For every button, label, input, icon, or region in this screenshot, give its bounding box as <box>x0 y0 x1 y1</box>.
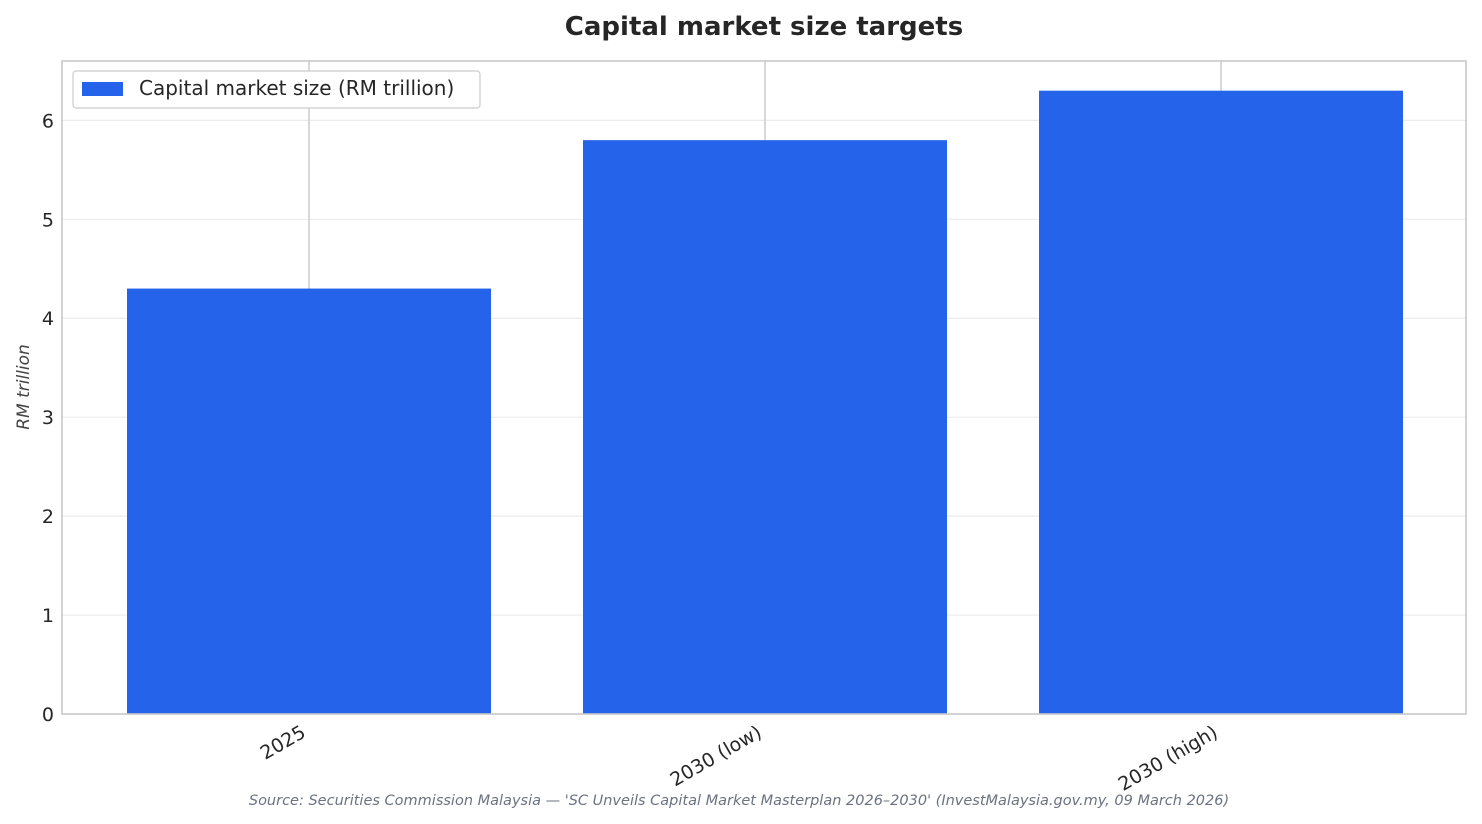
legend-label: Capital market size (RM trillion) <box>139 76 454 100</box>
bar <box>1039 90 1403 714</box>
bar <box>583 140 947 715</box>
x-axis-ticks: 2025 2030 (low) 2030 (high) <box>257 721 1222 795</box>
source-note: Source: Securities Commission Malaysia —… <box>249 793 1229 809</box>
y-tick-label: 5 <box>42 209 54 231</box>
y-tick-label: 3 <box>42 407 54 429</box>
y-tick-label: 4 <box>42 308 54 330</box>
x-tick-label: 2030 (low) <box>666 721 765 791</box>
x-tick-label: 2030 (high) <box>1115 721 1222 795</box>
y-tick-label: 0 <box>42 704 54 726</box>
plot-frame <box>61 60 1467 715</box>
x-tick-label: 2025 <box>257 721 310 764</box>
legend-box <box>72 70 481 109</box>
y-axis-ticks: 0 1 2 3 4 5 6 <box>42 110 54 726</box>
y-axis-label: RM trillion <box>14 344 34 430</box>
bar <box>127 288 491 714</box>
y-tick-label: 1 <box>42 605 54 627</box>
y-tick-label: 2 <box>42 506 54 528</box>
legend-swatch <box>82 82 123 96</box>
bars <box>127 90 1403 715</box>
legend: Capital market size (RM trillion) <box>72 70 481 109</box>
y-tick-label: 6 <box>42 110 54 132</box>
chart-title: Capital market size targets <box>565 12 963 42</box>
